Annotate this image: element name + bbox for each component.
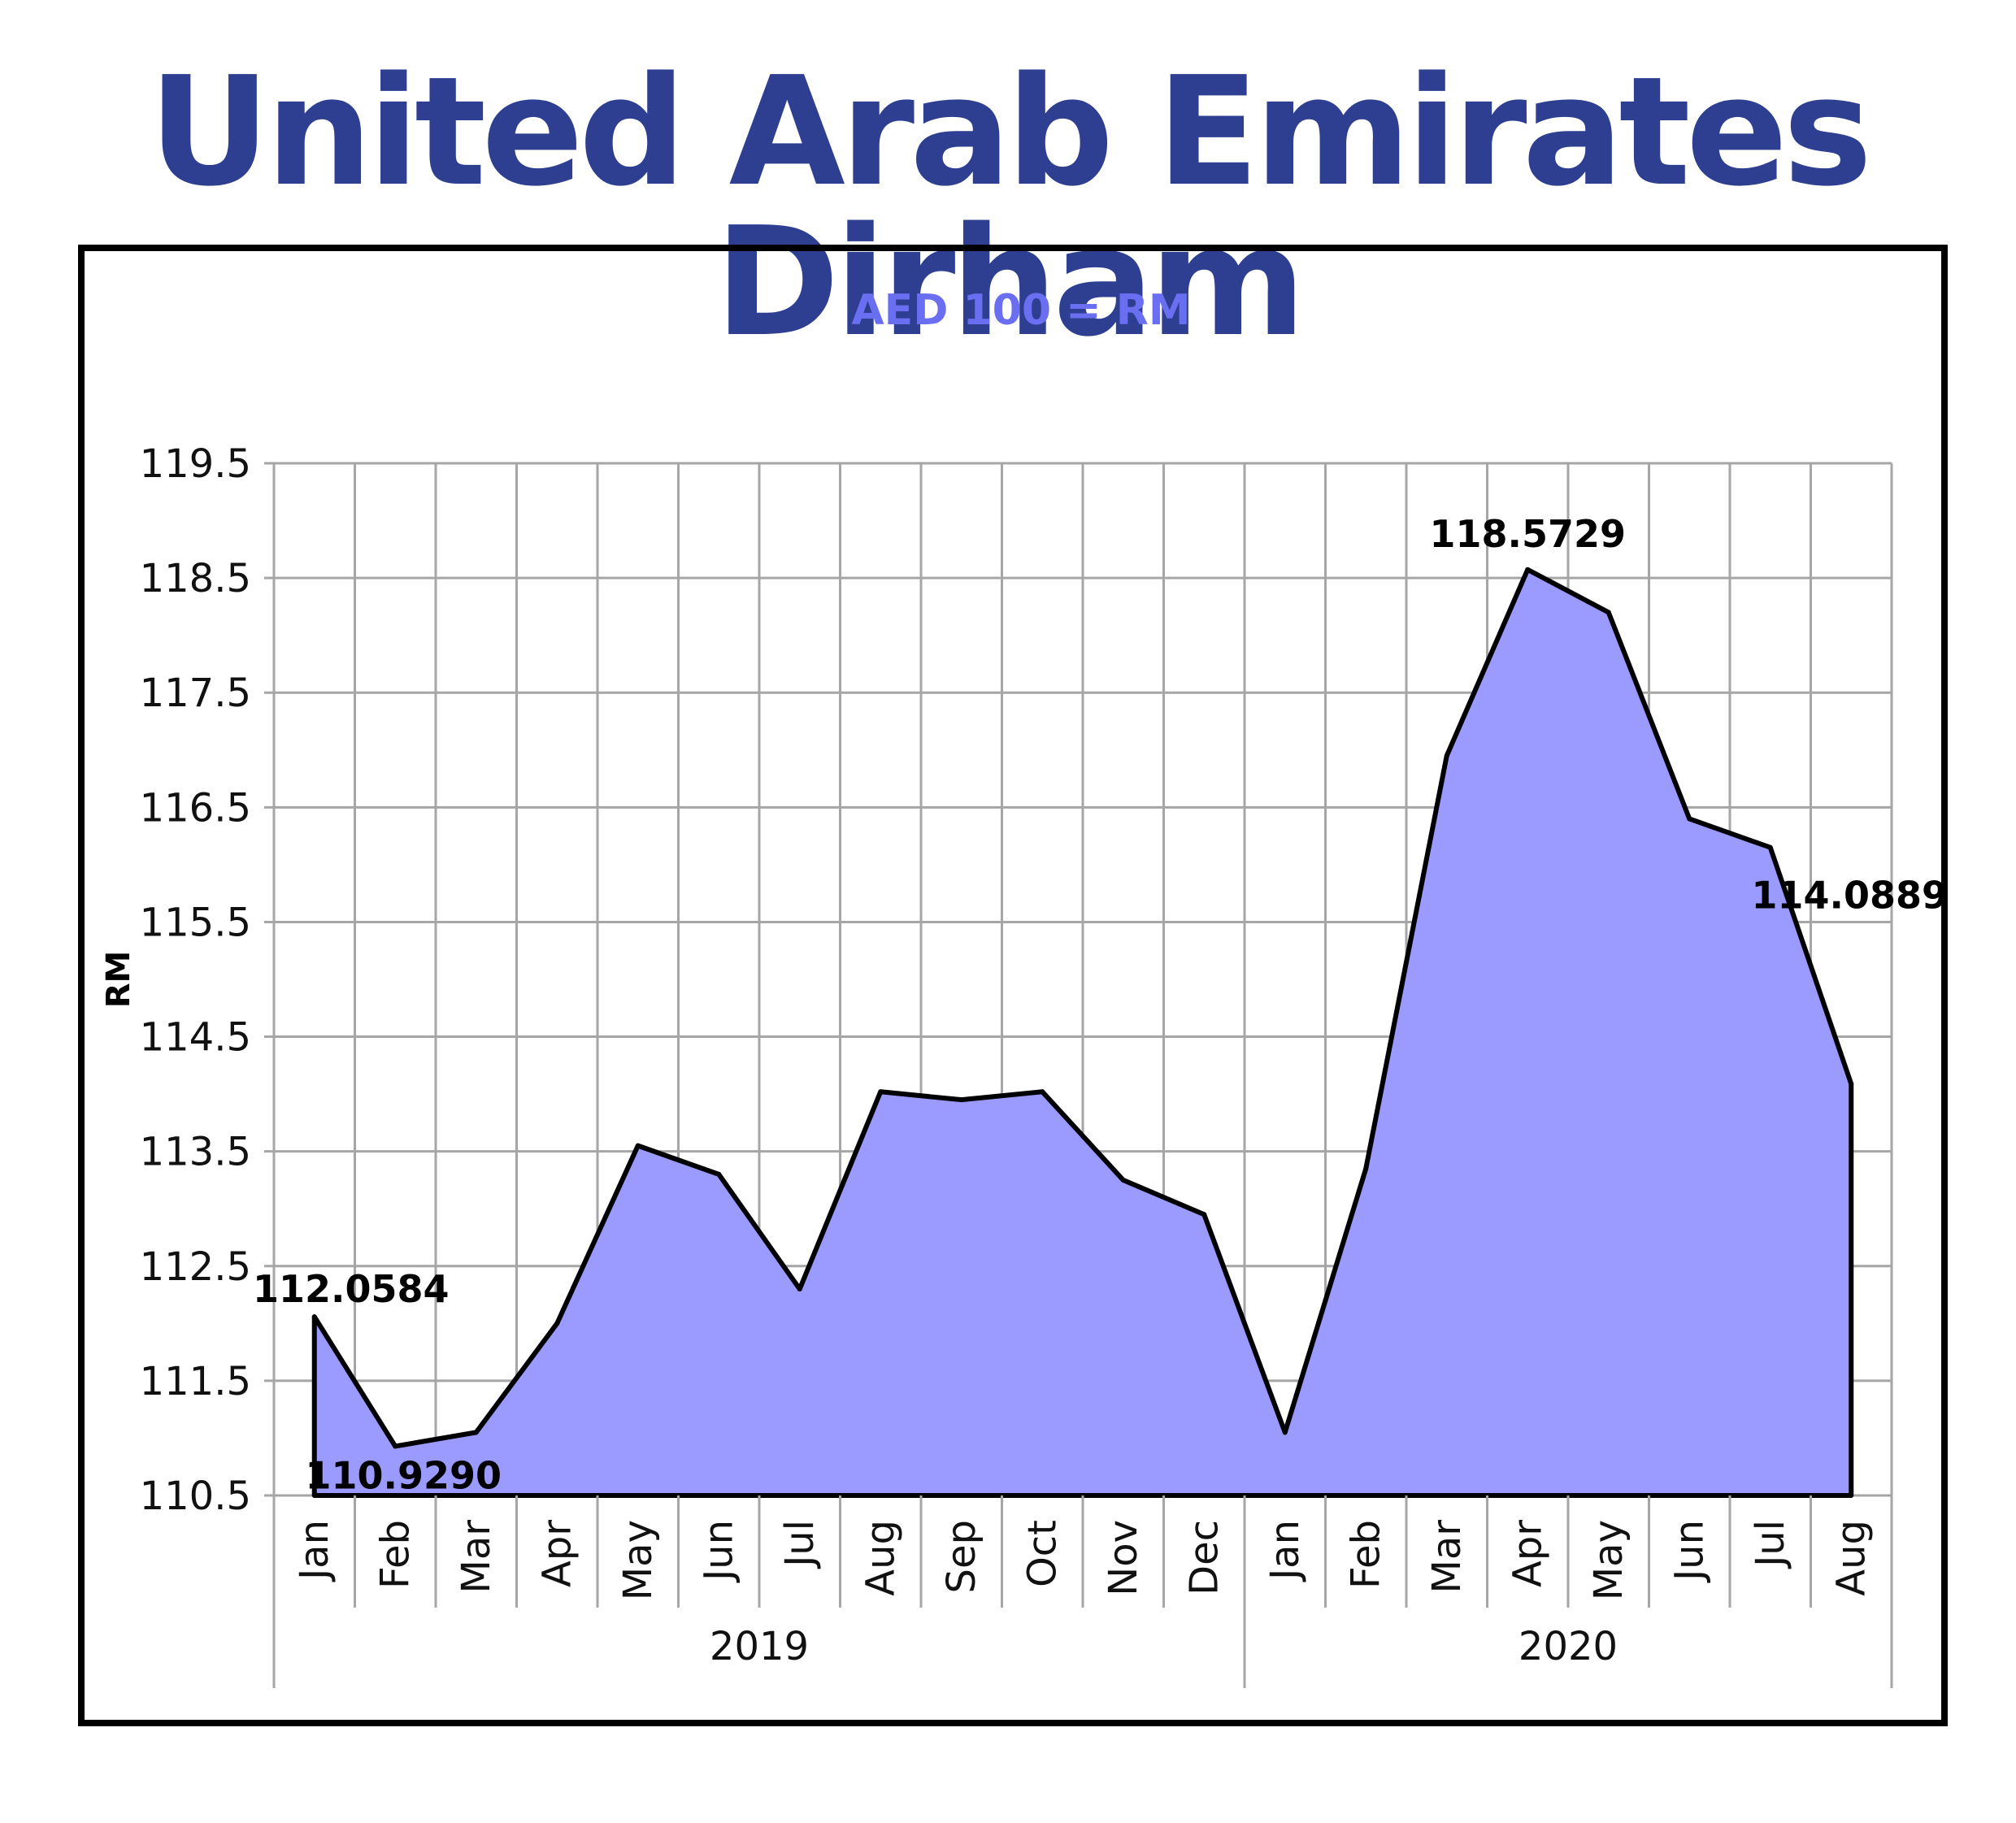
- chart-subtitle: AED 100 = RM: [851, 286, 1190, 335]
- data-point: [635, 1143, 641, 1148]
- x-tick-label: Apr: [534, 1520, 580, 1587]
- y-tick-label: 111.5: [140, 1359, 251, 1404]
- data-label: 112.0584: [253, 1267, 450, 1311]
- data-point: [1363, 1165, 1369, 1171]
- axis-ticks: 110.5 111.5 112.5 113.5 114.5 115.5 116.5 117.5…: [140, 441, 1893, 1688]
- data-label: 114.0889: [1751, 874, 1941, 918]
- data-point: [393, 1443, 398, 1449]
- data-point: [473, 1430, 479, 1435]
- x-tick-label: Jan: [1262, 1520, 1308, 1582]
- data-point: [1120, 1177, 1126, 1183]
- area-series: [311, 566, 1854, 1498]
- x-tick-label: Jan: [292, 1520, 337, 1582]
- y-tick-label: 116.5: [140, 785, 251, 831]
- y-tick-label: 115.5: [140, 900, 251, 945]
- x-tick-label: Dec: [1181, 1520, 1227, 1595]
- x-tick-label: Feb: [372, 1520, 418, 1589]
- data-point: [1767, 844, 1773, 850]
- area-chart: AED 100 = RM RM 110.5 111.5 112.5 113.5 114.…: [100, 286, 1941, 1688]
- page-title: United Arab Emirates Dirham: [148, 44, 1873, 370]
- y-tick-label: 110.5: [140, 1474, 251, 1519]
- data-point: [878, 1089, 884, 1095]
- x-tick-label: Jul: [1748, 1520, 1793, 1569]
- data-label: 118.5729: [1429, 512, 1626, 556]
- data-point: [797, 1287, 802, 1291]
- y-tick-label: 113.5: [140, 1130, 251, 1175]
- data-point: [1201, 1212, 1207, 1218]
- y-tick-label: 114.5: [140, 1015, 251, 1061]
- chart-frame: AED 100 = RM RM 110.5 111.5 112.5 113.5 114.…: [78, 245, 1948, 1726]
- data-point: [958, 1097, 964, 1103]
- x-tick-label: Nov: [1101, 1520, 1146, 1596]
- x-tick-label: May: [1586, 1520, 1631, 1600]
- data-point: [1849, 1081, 1854, 1087]
- data-labels: 112.0584 110.9290 118.5729 114.0889: [253, 512, 1941, 1498]
- x-tick-label: Mar: [454, 1520, 499, 1594]
- data-point: [1687, 816, 1692, 822]
- x-tick-label: Oct: [1019, 1520, 1065, 1587]
- x-tick-label: Aug: [1828, 1520, 1874, 1596]
- data-point: [1282, 1430, 1288, 1435]
- y-tick-label: 119.5: [140, 441, 251, 487]
- y-tick-label: 118.5: [140, 556, 251, 601]
- year-label: 2020: [1519, 1624, 1618, 1669]
- data-point: [311, 1314, 317, 1320]
- y-tick-label: 117.5: [140, 671, 251, 716]
- data-label: 110.9290: [305, 1453, 502, 1497]
- data-point: [1444, 753, 1449, 758]
- data-point: [554, 1321, 560, 1326]
- data-point: [1605, 610, 1611, 615]
- x-tick-label: Mar: [1424, 1520, 1470, 1594]
- x-tick-label: Jun: [696, 1520, 741, 1583]
- x-tick-label: Aug: [858, 1520, 903, 1596]
- x-tick-label: Jun: [1666, 1520, 1712, 1583]
- x-tick-label: Feb: [1343, 1520, 1388, 1589]
- data-point: [716, 1171, 722, 1177]
- data-point: [1525, 566, 1531, 572]
- year-label: 2019: [710, 1624, 809, 1669]
- x-tick-label: Jul: [777, 1520, 823, 1569]
- y-tick-label: 112.5: [140, 1244, 251, 1290]
- y-axis-label: RM: [100, 951, 137, 1009]
- data-point: [1040, 1089, 1045, 1095]
- x-tick-label: Sep: [939, 1520, 984, 1593]
- x-tick-label: Apr: [1505, 1520, 1550, 1587]
- x-tick-label: May: [615, 1520, 661, 1600]
